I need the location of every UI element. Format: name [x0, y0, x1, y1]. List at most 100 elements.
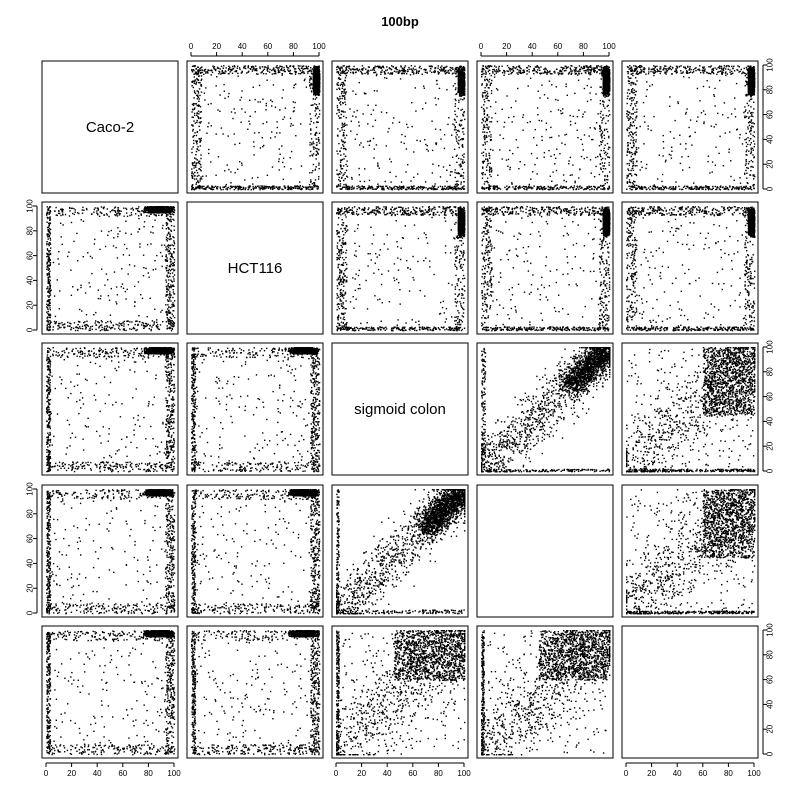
data-point: [440, 70, 441, 71]
data-point: [455, 73, 456, 74]
data-point: [211, 74, 212, 75]
data-point: [456, 116, 457, 117]
x-tick-label: 60: [118, 769, 127, 778]
data-point: [359, 82, 360, 83]
data-point: [455, 106, 456, 107]
data-point: [193, 87, 194, 88]
data-point: [195, 83, 196, 84]
data-point: [312, 170, 313, 171]
data-point: [200, 67, 201, 68]
data-point: [400, 186, 401, 187]
data-point: [488, 163, 489, 164]
data-point: [530, 187, 531, 188]
data-point: [196, 143, 197, 144]
data-point: [463, 75, 464, 76]
data-point: [257, 74, 258, 75]
data-point: [356, 134, 357, 135]
data-point: [234, 189, 235, 190]
data-point: [461, 93, 462, 94]
data-point: [310, 179, 311, 180]
data-point: [411, 69, 412, 70]
data-point: [459, 124, 460, 125]
data-point: [279, 66, 280, 67]
data-point: [222, 72, 223, 73]
data-point: [228, 93, 229, 94]
data-point: [194, 161, 195, 162]
data-point: [543, 69, 544, 70]
data-point: [442, 186, 443, 187]
data-point: [197, 159, 198, 160]
data-point: [457, 92, 458, 93]
data-point: [197, 98, 198, 99]
data-point: [310, 113, 311, 114]
data-point: [345, 125, 346, 126]
data-point: [313, 153, 314, 154]
data-point: [199, 138, 200, 139]
data-point: [340, 185, 341, 186]
data-point: [198, 117, 199, 118]
data-point: [483, 155, 484, 156]
data-point: [464, 86, 465, 87]
data-point: [280, 154, 281, 155]
data-point: [337, 128, 338, 129]
data-point: [458, 90, 459, 91]
data-point: [194, 103, 195, 104]
data-point: [221, 66, 222, 67]
data-point: [316, 148, 317, 149]
data-point: [196, 103, 197, 104]
data-point: [302, 186, 303, 187]
data-point: [216, 85, 217, 86]
data-point: [295, 83, 296, 84]
data-point: [200, 139, 201, 140]
data-point: [282, 119, 283, 120]
data-point: [414, 66, 415, 67]
data-point: [385, 70, 386, 71]
data-point: [216, 133, 217, 134]
y-tick-label: 80: [766, 367, 775, 376]
data-point: [607, 179, 608, 180]
data-point: [209, 70, 210, 71]
data-point: [346, 91, 347, 92]
data-point: [549, 81, 550, 82]
data-point: [205, 87, 206, 88]
data-point: [337, 97, 338, 98]
data-point: [425, 144, 426, 145]
data-point: [284, 185, 285, 186]
data-point: [201, 86, 202, 87]
data-point: [344, 148, 345, 149]
data-point: [607, 143, 608, 144]
data-point: [197, 146, 198, 147]
data-point: [460, 174, 461, 175]
data-point: [456, 72, 457, 73]
data-point: [295, 186, 296, 187]
data-point: [338, 143, 339, 144]
data-point: [443, 166, 444, 167]
data-point: [318, 66, 319, 67]
data-point: [260, 188, 261, 189]
data-point: [463, 115, 464, 116]
data-point: [484, 142, 485, 143]
data-point: [245, 112, 246, 113]
data-point: [438, 65, 439, 66]
data-point: [362, 185, 363, 186]
data-point: [389, 186, 390, 187]
x-tick-label: 0: [479, 42, 484, 51]
data-point: [460, 92, 461, 93]
data-point: [455, 184, 456, 185]
data-point: [416, 140, 417, 141]
data-point: [232, 187, 233, 188]
data-point: [196, 151, 197, 152]
data-point: [398, 72, 399, 73]
data-point: [292, 125, 293, 126]
data-point: [310, 151, 311, 152]
data-point: [248, 121, 249, 122]
data-point: [415, 189, 416, 190]
data-point: [317, 108, 318, 109]
data-point: [225, 70, 226, 71]
data-point: [385, 186, 386, 187]
data-point: [405, 70, 406, 71]
data-point: [378, 66, 379, 67]
data-point: [205, 72, 206, 73]
data-point: [315, 155, 316, 156]
y-tick-label: 100: [766, 58, 775, 72]
